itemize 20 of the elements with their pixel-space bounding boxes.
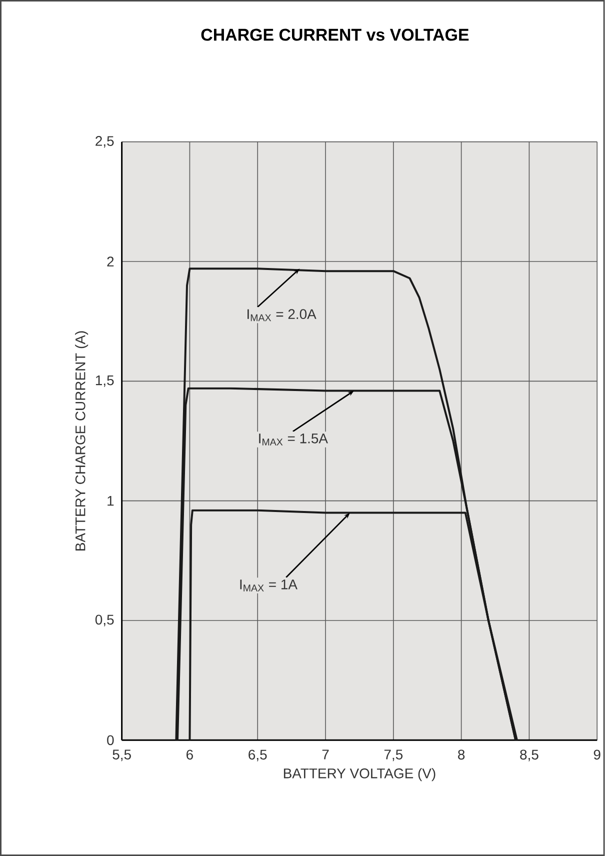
- y-tick-label: 0: [107, 735, 114, 746]
- x-tick-label: 8: [458, 750, 465, 760]
- annotation: I$_{MAX}$ = 1.5A: [259, 434, 328, 446]
- x-tick-label: 7,5: [384, 750, 403, 762]
- y-tick-label: 2,5: [96, 136, 114, 148]
- x-axis-title: BATTERY VOLTAGE (V): [284, 768, 436, 782]
- annotation: I$_{MAX}$ = 2.0A: [248, 309, 316, 322]
- y-tick-label: 1,5: [96, 375, 114, 387]
- x-tick-label: 6: [186, 750, 194, 760]
- x-tick-label: 8,5: [520, 750, 538, 762]
- x-tick-label: 5,5: [112, 750, 132, 762]
- chart-title: CHARGE CURRENT vs VOLTAGE: [201, 28, 469, 41]
- y-tick-label: 2: [107, 256, 114, 266]
- x-tick-label: 7: [322, 750, 329, 760]
- y-tick-label: 0,5: [96, 614, 114, 626]
- x-tick-label: 9: [594, 750, 600, 760]
- y-tick-label: 1: [108, 496, 114, 506]
- x-tick-label: 6,5: [248, 750, 267, 762]
- annotation: I$_{MAX}$ = 1A: [240, 580, 298, 592]
- y-axis-title: BATTERY CHARGE CURRENT (A): [75, 331, 88, 550]
